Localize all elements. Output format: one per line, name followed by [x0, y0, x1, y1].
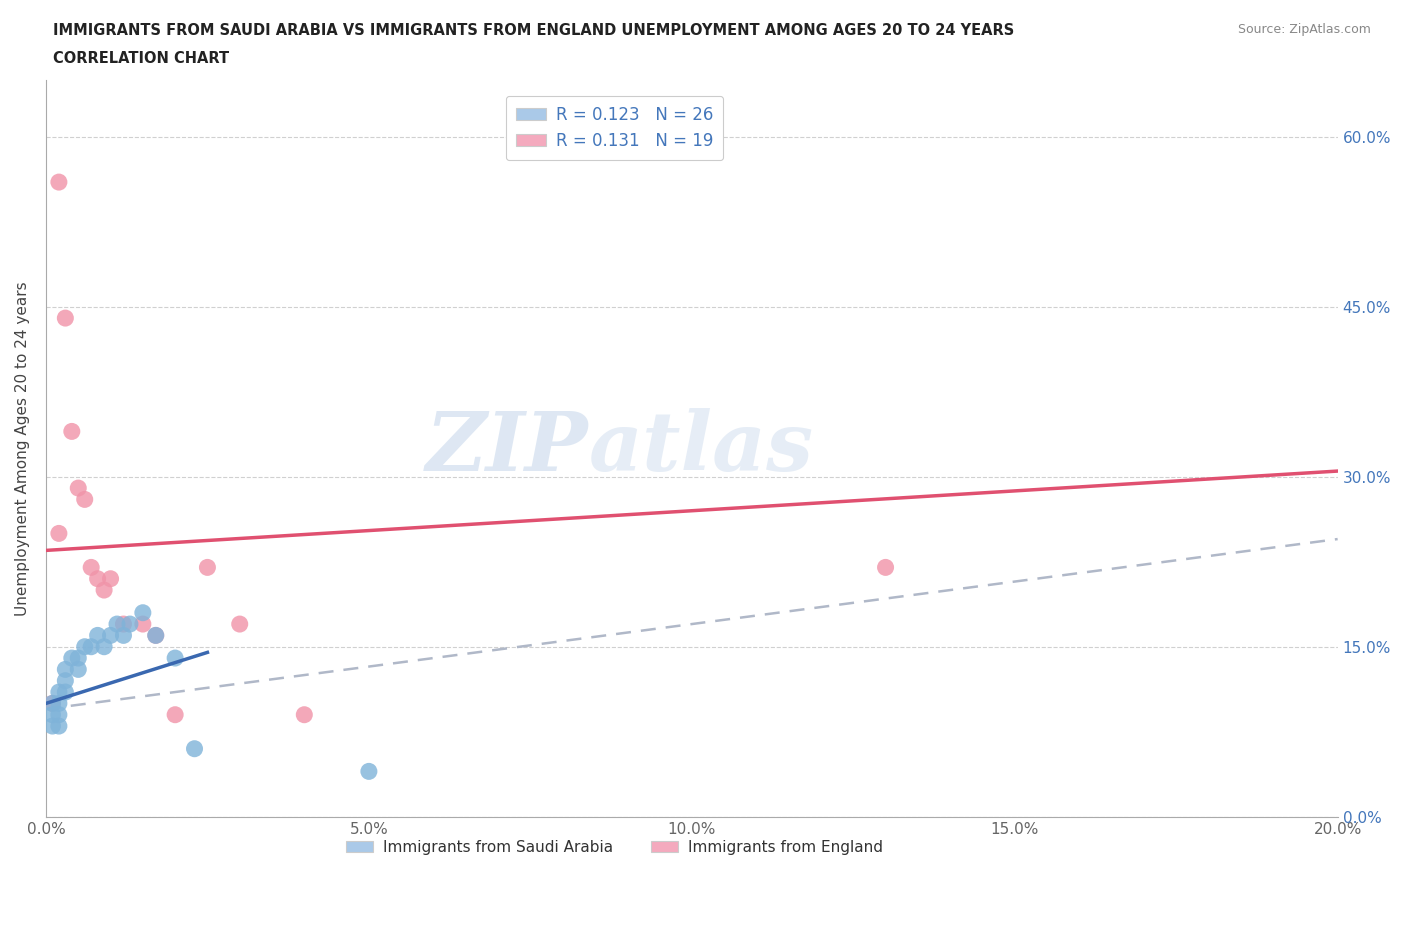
Point [60, 424, 83, 439]
Point [118, 617, 141, 631]
Point [73, 639, 96, 654]
Text: Source: ZipAtlas.com: Source: ZipAtlas.com [1237, 23, 1371, 36]
Point [228, 617, 250, 631]
Point [41, 696, 63, 711]
Point [112, 617, 135, 631]
Point [73, 492, 96, 507]
Point [80, 560, 103, 575]
Point [183, 741, 205, 756]
Point [357, 764, 380, 778]
Point [48, 708, 70, 723]
Point [93, 639, 115, 654]
Point [145, 628, 167, 643]
Point [165, 708, 187, 723]
Point [48, 684, 70, 699]
Point [292, 708, 315, 723]
Point [145, 628, 167, 643]
Point [67, 651, 90, 666]
Point [48, 175, 70, 190]
Point [105, 617, 128, 631]
Point [41, 696, 63, 711]
Point [112, 628, 135, 643]
Point [132, 605, 155, 620]
Point [53, 311, 76, 325]
Point [67, 481, 90, 496]
Text: IMMIGRANTS FROM SAUDI ARABIA VS IMMIGRANTS FROM ENGLAND UNEMPLOYMENT AMONG AGES : IMMIGRANTS FROM SAUDI ARABIA VS IMMIGRAN… [53, 23, 1015, 38]
Point [100, 628, 122, 643]
Point [86, 628, 108, 643]
Point [41, 719, 63, 734]
Point [48, 696, 70, 711]
Y-axis label: Unemployment Among Ages 20 to 24 years: Unemployment Among Ages 20 to 24 years [15, 281, 30, 616]
Point [875, 560, 897, 575]
Point [48, 719, 70, 734]
Text: ZIP: ZIP [426, 408, 589, 488]
Point [86, 571, 108, 586]
Point [53, 673, 76, 688]
Point [100, 571, 122, 586]
Text: atlas: atlas [589, 408, 814, 488]
Point [93, 582, 115, 597]
Point [41, 708, 63, 723]
Point [80, 639, 103, 654]
Point [48, 526, 70, 541]
Point [53, 684, 76, 699]
Point [60, 651, 83, 666]
Text: CORRELATION CHART: CORRELATION CHART [53, 51, 229, 66]
Point [132, 617, 155, 631]
Legend: Immigrants from Saudi Arabia, Immigrants from England: Immigrants from Saudi Arabia, Immigrants… [340, 833, 889, 860]
Point [67, 662, 90, 677]
Point [165, 651, 187, 666]
Point [53, 662, 76, 677]
Point [197, 560, 219, 575]
